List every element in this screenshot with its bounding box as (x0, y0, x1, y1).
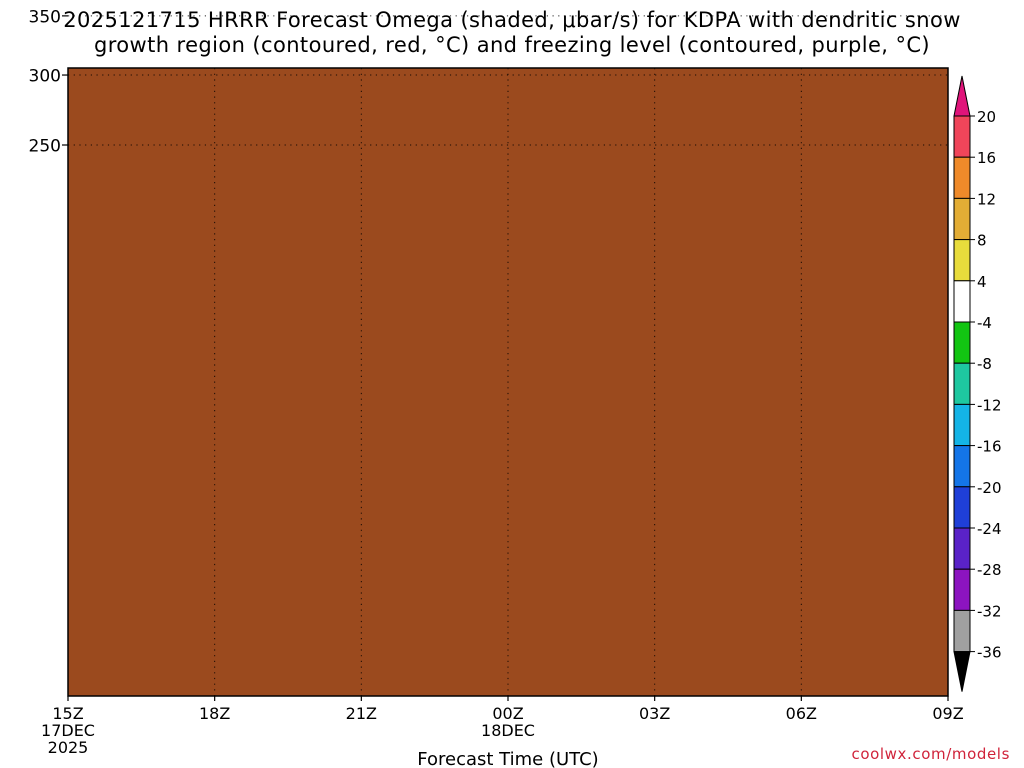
colorbar-swatch-10 (953, 527, 971, 570)
colorbar-label-8: -16 (977, 438, 1002, 456)
x-tick-label-3: 18Z (199, 704, 230, 723)
colorbar-label-6: -8 (977, 355, 992, 373)
colorbar-swatch-3 (953, 239, 971, 282)
colorbar-label-11: -28 (977, 561, 1002, 579)
colorbar-label-0: 20 (977, 108, 996, 126)
colorbar: 20 16 12 8 4 -4 -8 -12 -16 -20 -24 -28 -32 -36 (953, 75, 1002, 692)
colorbar-swatch-8 (953, 445, 971, 488)
colorbar-label-9: -20 (977, 479, 1002, 497)
colorbar-swatch-7 (953, 403, 971, 447)
x-tick-label-6: 21Z (346, 704, 377, 723)
y-tick-label-250: 250 (29, 137, 61, 157)
chart-title-line-1: 2025121715 HRRR Forecast Omega (shaded, … (63, 8, 961, 32)
colorbar-label-1: 16 (977, 149, 996, 167)
colorbar-swatch-11 (953, 568, 971, 611)
colorbar-swatch-2 (953, 197, 971, 241)
colorbar-top-arrow (953, 75, 971, 117)
colorbar-swatch-0 (953, 115, 971, 158)
omega-region-0 (90, 0, 144, 39)
colorbar-swatch-4 (953, 280, 971, 323)
colorbar-label-5: -4 (977, 314, 992, 332)
colorbar-label-10: -24 (977, 520, 1002, 538)
chart-title-line-2: growth region (contoured, red, °C) and f… (94, 33, 930, 57)
x-tick-label-9: 00Z 18DEC (481, 704, 535, 740)
colorbar-bottom-arrow (953, 651, 971, 692)
x-tick-label-0: 15Z 17DEC 2025 (41, 704, 95, 757)
colorbar-label-13: -36 (977, 644, 1002, 662)
x-axis: 15Z 17DEC 2025 18Z 21Z 00Z 18DEC 03Z 06Z 09Z (41, 696, 964, 757)
colorbar-label-12: -32 (977, 602, 1002, 620)
y-tick-label-350: 350 (29, 7, 61, 27)
x-tick-label-12: 03Z (639, 704, 670, 723)
x-tick-label-15: 06Z (786, 704, 817, 723)
colorbar-swatch-1 (953, 156, 971, 199)
omega-region-17 (782, 0, 876, 44)
colorbar-label-7: -12 (977, 396, 1002, 414)
x-axis-label: Forecast Time (UTC) (417, 749, 598, 768)
y-tick-label-300: 300 (29, 67, 61, 87)
colorbar-swatch-12 (953, 609, 971, 653)
colorbar-label-3: 8 (977, 232, 987, 250)
colorbar-swatch-9 (953, 486, 971, 529)
colorbar-swatch-6 (953, 362, 971, 405)
colorbar-swatch-5 (953, 321, 971, 364)
y-axis: 2503003504004505005506006507007508008509… (29, 7, 68, 157)
colorbar-label-4: 4 (977, 273, 987, 291)
colorbar-label-2: 12 (977, 190, 996, 208)
credit-link[interactable]: coolwx.com/models (851, 745, 1010, 763)
x-tick-label-18: 09Z (932, 704, 963, 723)
